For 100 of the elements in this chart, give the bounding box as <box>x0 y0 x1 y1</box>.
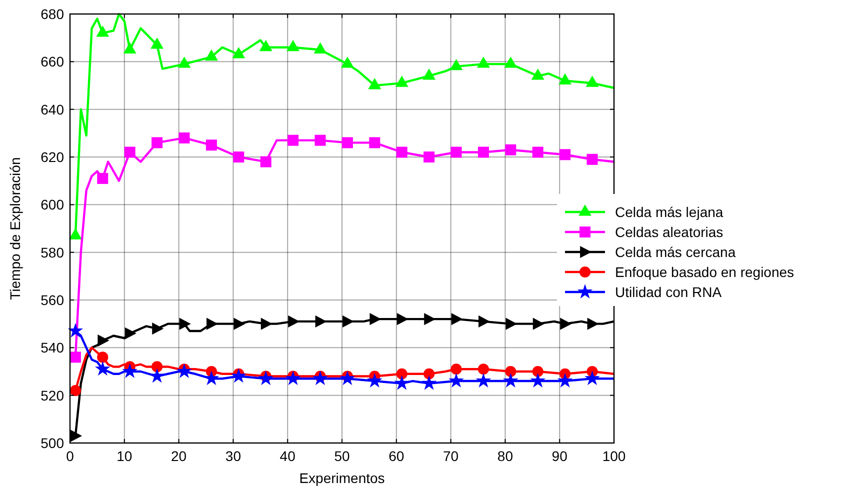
x-axis-title: Experimentos <box>299 470 385 486</box>
legend-label: Enfoque basado en regiones <box>615 264 794 280</box>
point <box>532 146 544 158</box>
x-tick-label: 90 <box>552 448 568 464</box>
y-tick-label: 580 <box>40 244 64 260</box>
point <box>395 76 408 87</box>
point <box>258 370 274 386</box>
point <box>424 152 435 162</box>
point <box>476 372 492 388</box>
point <box>478 364 489 375</box>
point <box>502 372 518 388</box>
point <box>98 334 110 347</box>
point <box>340 370 356 386</box>
point <box>396 146 408 158</box>
point <box>450 58 463 70</box>
point <box>97 352 108 363</box>
point <box>560 318 572 330</box>
point <box>206 140 217 151</box>
point <box>124 327 136 340</box>
y-tick-label: 520 <box>40 387 64 404</box>
y-tick-label: 660 <box>40 54 64 70</box>
y-tick-label: 540 <box>40 340 64 356</box>
point <box>506 318 518 330</box>
point <box>476 56 490 68</box>
point <box>150 38 164 49</box>
legend-label: Utilidad con RNA <box>615 284 722 300</box>
x-tick-label: 60 <box>388 448 404 464</box>
point <box>233 152 244 162</box>
point <box>178 56 191 68</box>
point <box>97 172 108 184</box>
point <box>68 322 84 338</box>
y-axis-title: Tiempo de Exploración <box>7 157 23 300</box>
point <box>124 146 136 158</box>
point <box>204 49 218 61</box>
point <box>178 132 190 144</box>
legend-label: Celda más cercana <box>615 244 736 260</box>
point <box>152 137 163 148</box>
point <box>70 430 82 442</box>
point <box>70 385 81 396</box>
point <box>96 26 110 37</box>
point <box>368 78 382 90</box>
point <box>260 156 272 168</box>
point <box>314 42 327 54</box>
x-tick-label: 40 <box>280 448 296 464</box>
point <box>531 68 544 80</box>
point <box>286 40 300 52</box>
y-tick-label: 500 <box>40 435 64 451</box>
point <box>478 315 490 328</box>
point <box>504 56 518 68</box>
y-tick-label: 680 <box>40 6 64 22</box>
y-tick-label: 640 <box>40 101 64 118</box>
x-tick-label: 70 <box>443 448 459 464</box>
point <box>340 56 354 68</box>
point <box>451 313 463 326</box>
point <box>285 370 301 386</box>
point <box>288 134 299 146</box>
point <box>232 47 246 58</box>
x-tick-label: 0 <box>66 448 74 464</box>
point <box>505 144 516 156</box>
point <box>450 146 462 158</box>
point <box>587 318 599 330</box>
point <box>206 318 218 330</box>
point <box>505 366 516 378</box>
point <box>259 40 272 52</box>
point <box>584 370 600 386</box>
point <box>558 73 572 84</box>
point <box>394 375 410 390</box>
point <box>422 68 436 80</box>
point <box>123 42 136 54</box>
y-tick-label: 620 <box>40 149 64 165</box>
point <box>448 372 464 388</box>
point <box>70 352 81 363</box>
legend-label: Celda más lejana <box>615 204 724 220</box>
point <box>586 76 599 87</box>
point <box>366 372 382 388</box>
point <box>312 370 328 386</box>
y-tick-label: 600 <box>40 196 64 213</box>
point <box>421 375 437 390</box>
point <box>369 137 380 148</box>
point <box>478 146 489 158</box>
point <box>94 361 110 376</box>
point <box>396 368 408 380</box>
point <box>122 363 138 378</box>
point <box>260 318 272 330</box>
point <box>151 361 163 372</box>
point <box>530 372 546 388</box>
x-tick-label: 80 <box>497 448 514 464</box>
y-tick-label: 560 <box>40 292 64 308</box>
point <box>586 154 598 165</box>
point <box>532 318 544 330</box>
point <box>314 134 326 146</box>
legend-label: Celdas aleatorias <box>615 224 724 240</box>
point <box>450 364 462 375</box>
point <box>532 366 544 378</box>
x-tick-label: 30 <box>225 448 242 464</box>
point <box>234 318 246 330</box>
x-tick-label: 20 <box>171 448 187 464</box>
point <box>152 322 164 335</box>
x-tick-label: 50 <box>334 448 350 464</box>
point <box>179 318 191 330</box>
